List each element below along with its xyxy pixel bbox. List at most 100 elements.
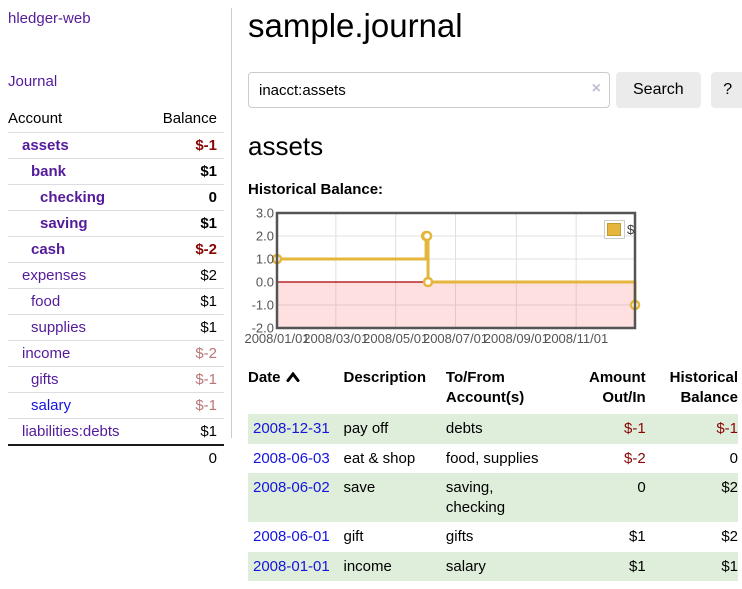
sidebar-account-row: gifts $-1	[8, 366, 224, 393]
x-axis-tick-label: 2008/11/01	[544, 331, 608, 346]
register-row: 2008-12-31 pay off debts $-1 $-1	[248, 414, 738, 444]
register-description: save	[343, 473, 446, 523]
sidebar-account-balance: $-1	[147, 132, 224, 159]
spacer	[8, 444, 148, 471]
sidebar-account-link[interactable]: food	[31, 293, 61, 310]
sidebar-item-journal[interactable]: Journal	[8, 73, 58, 90]
register-description: income	[343, 551, 446, 582]
register-amount: $-1	[589, 414, 646, 444]
sidebar-account-link[interactable]: saving	[40, 215, 88, 232]
sidebar-account-balance: $1	[147, 158, 224, 185]
balance-column-header: Balance	[162, 110, 217, 127]
clear-search-icon[interactable]: ×	[591, 80, 601, 98]
register-balance: $2	[721, 528, 738, 546]
x-axis-tick-label: 2008/01/01	[244, 331, 309, 346]
sidebar-account-link[interactable]: gifts	[31, 371, 59, 388]
register-table: Date Description To/From Account(s) Amount Ou…	[248, 368, 738, 582]
help-button[interactable]: ?	[710, 72, 742, 109]
sidebar-account-link[interactable]: assets	[22, 137, 69, 154]
sidebar-account-row: bank $1	[8, 158, 224, 185]
register-date-link[interactable]: 2008-01-01	[253, 557, 330, 575]
page: hledger-web Journal Account Balance asse…	[8, 7, 742, 582]
register-description: gift	[343, 528, 364, 546]
sidebar-account-row: checking 0	[8, 184, 224, 211]
register-accounts: saving, checking	[445, 473, 590, 523]
sidebar-account-row: assets $-1	[8, 132, 224, 159]
search-input[interactable]	[248, 72, 610, 109]
sidebar-account-balance: $-2	[147, 236, 224, 263]
register-column-header: To/From Account(s)	[445, 368, 525, 407]
register-column-header: Description	[343, 368, 426, 386]
main-content: sample.journal × Search ? assets Histori…	[244, 7, 742, 582]
sidebar-account-link[interactable]: expenses	[22, 267, 87, 284]
account-heading: assets	[248, 131, 324, 162]
register-accounts: salary	[445, 551, 590, 582]
sidebar-account-link[interactable]: checking	[40, 189, 106, 206]
y-axis-tick-label: 1.0	[256, 251, 274, 266]
x-axis-tick-label: 2008/07/01	[423, 331, 488, 346]
register-balance: $-1	[645, 414, 738, 444]
register-column-header: Historical Balance	[669, 368, 738, 407]
sidebar-account-balance: 0	[147, 184, 224, 211]
y-axis-tick-label: 0.0	[256, 274, 274, 289]
sidebar-account-link[interactable]: income	[22, 345, 71, 362]
register-amount: $-2	[623, 449, 646, 467]
register-accounts: food, supplies	[445, 449, 539, 467]
accounts-total-value: 0	[147, 444, 224, 471]
sidebar-account-row: expenses $2	[8, 262, 224, 289]
register-amount: 0	[589, 473, 646, 523]
register-row: 2008-01-01 income salary $1 $1	[248, 551, 738, 582]
account-column-header: Account	[8, 110, 63, 127]
register-description: eat & shop	[343, 449, 416, 467]
chart-heading: Historical Balance:	[248, 180, 384, 198]
sidebar-account-link[interactable]: liabilities:debts	[22, 423, 120, 440]
page-title: sample.journal	[248, 7, 463, 44]
sidebar-account-balance: $2	[147, 262, 224, 289]
y-axis-tick-label: 2.0	[256, 228, 274, 243]
sidebar-account-link[interactable]: salary	[31, 397, 72, 414]
y-axis-tick-label: -1.0	[252, 297, 274, 312]
x-axis-tick-label: 2008/03/01	[303, 331, 368, 346]
register-column-header[interactable]: Date	[248, 368, 343, 415]
register-date-link[interactable]: 2008-06-02	[253, 479, 330, 497]
search-form: × Search ?	[248, 72, 742, 109]
sidebar-account-link[interactable]: bank	[31, 163, 67, 180]
sidebar-account-row: saving $1	[8, 210, 224, 237]
register-date-link[interactable]: 2008-06-01	[253, 528, 330, 546]
register-amount: $1	[628, 528, 646, 546]
accounts-total-row: 0	[8, 444, 224, 471]
sort-ascending-icon[interactable]	[286, 368, 300, 388]
x-axis-tick-label: 2008/05/01	[363, 331, 428, 346]
app-title: hledger-web	[8, 10, 231, 27]
register-accounts: debts	[445, 414, 590, 444]
sidebar-account-balance: $-1	[147, 392, 224, 419]
account-tree-table: Account Balance assets $-1 bank $1 checking 0…	[8, 110, 224, 471]
register-description: pay off	[343, 414, 446, 444]
register-row: 2008-06-03 eat & shop food, supplies $-2 0	[248, 444, 738, 474]
register-accounts: gifts	[445, 528, 474, 546]
sidebar-account-balance: $1	[147, 314, 224, 341]
register-date-link[interactable]: 2008-12-31	[253, 420, 330, 438]
y-axis-tick-label: 3.0	[256, 205, 274, 220]
sidebar-account-link[interactable]: supplies	[31, 319, 87, 336]
sidebar: hledger-web Journal Account Balance asse…	[8, 8, 232, 471]
sidebar-nav: Journal	[8, 73, 231, 90]
sidebar-account-row: supplies $1	[8, 314, 224, 341]
register-balance: $1	[645, 551, 738, 582]
sidebar-account-link[interactable]: cash	[31, 241, 66, 258]
sidebar-account-balance: $1	[147, 210, 224, 237]
register-balance: $2	[645, 473, 738, 523]
sidebar-account-balance: $-1	[147, 366, 224, 393]
data-point-marker	[422, 276, 434, 288]
data-point-marker	[421, 230, 433, 242]
register-balance: 0	[729, 449, 738, 467]
sidebar-account-row: cash $-2	[8, 236, 224, 263]
search-button[interactable]: Search	[616, 72, 701, 109]
y-axis-tick-label: -2.0	[252, 320, 274, 335]
register-row: 2008-06-01 gift gifts $1 $2	[248, 522, 738, 552]
register-date-link[interactable]: 2008-06-03	[253, 449, 330, 467]
x-axis-tick-label: 2008/09/01	[484, 331, 549, 346]
sidebar-account-balance: $1	[147, 418, 224, 445]
app-title-link[interactable]: hledger-web	[8, 10, 91, 27]
chart-svg: $3.0 2.0 1.0 0.0 -1.0 -2.02008/01/012008/03/0…	[244, 205, 641, 346]
